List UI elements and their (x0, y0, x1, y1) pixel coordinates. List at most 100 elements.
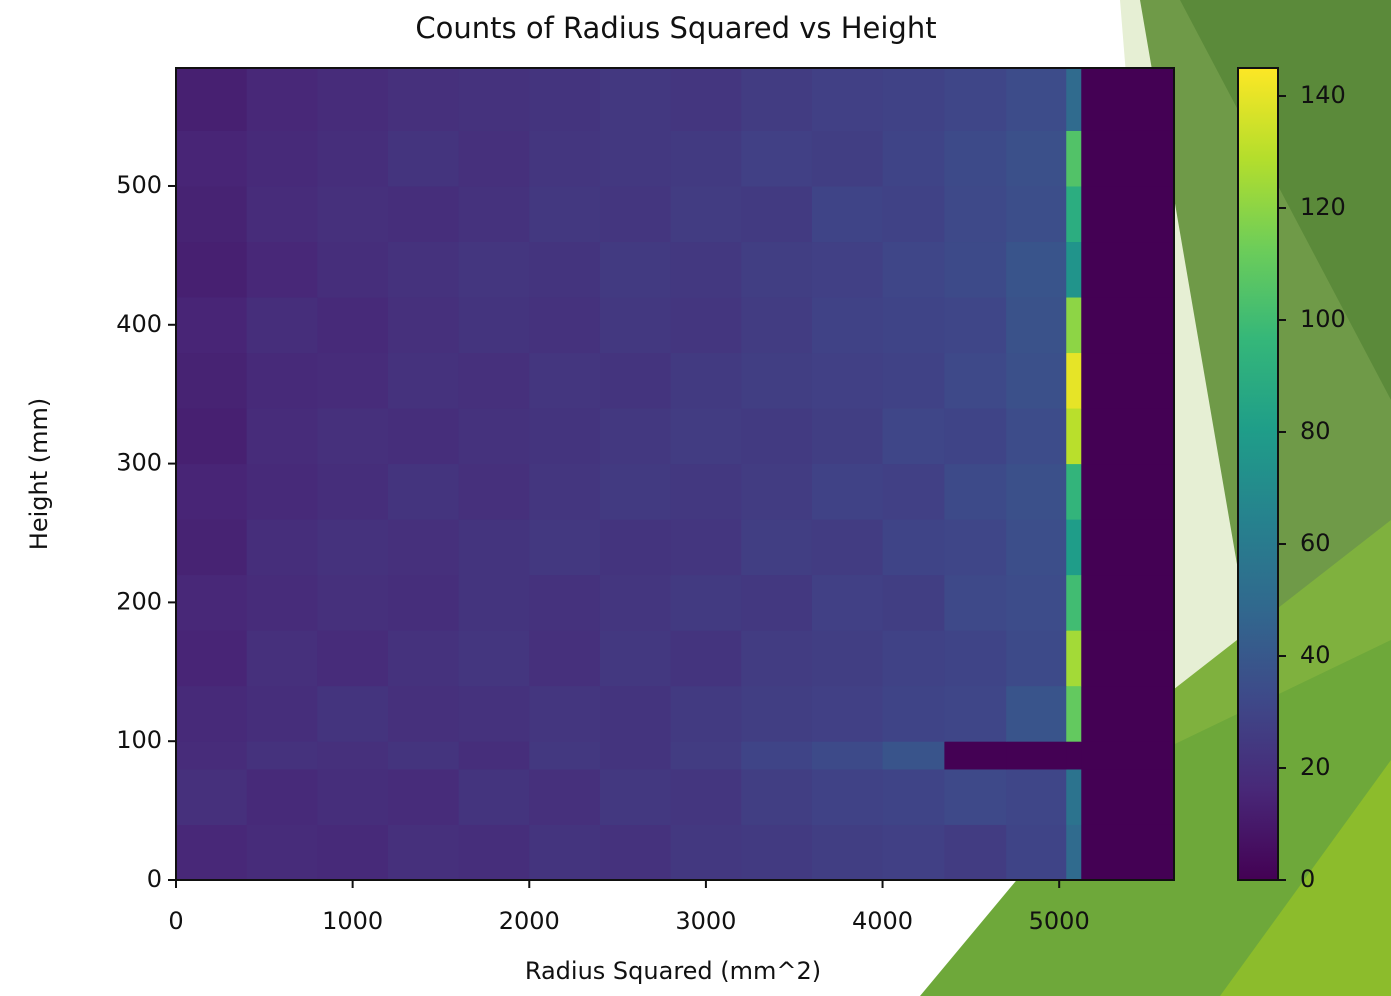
cell (317, 130, 389, 187)
cell (246, 241, 318, 298)
cell (458, 185, 530, 243)
cell (458, 352, 530, 409)
x-tick-label: 2000 (499, 907, 560, 935)
cell (741, 685, 813, 742)
cell (1006, 741, 1067, 770)
cell (176, 352, 248, 409)
cell (529, 241, 601, 298)
cell (317, 463, 389, 520)
cell (458, 130, 530, 187)
cell (246, 574, 318, 631)
cell (944, 685, 1007, 742)
cell (317, 352, 389, 409)
x-tick-label: 3000 (675, 907, 736, 935)
colorbar-tick-label: 100 (1300, 305, 1346, 333)
y-tick-label: 500 (116, 171, 162, 199)
cell (387, 574, 460, 631)
cell (246, 824, 318, 881)
cell (599, 241, 672, 298)
y-tick-label: 300 (116, 449, 162, 477)
colorbar-tick-label: 0 (1300, 865, 1315, 893)
cell (944, 463, 1007, 520)
colorbar-tick-label: 20 (1300, 753, 1331, 781)
cell (599, 463, 672, 520)
cell (246, 685, 318, 742)
colorbar-tick-label: 60 (1300, 529, 1331, 557)
cell (670, 408, 742, 465)
cell (599, 408, 672, 465)
cell (529, 630, 601, 687)
cell (1081, 463, 1175, 520)
cell (599, 768, 672, 825)
cell (176, 241, 248, 298)
cell (882, 185, 945, 243)
cell (882, 68, 945, 131)
cell (387, 185, 460, 243)
cell (599, 68, 672, 131)
cell (317, 574, 389, 631)
cell (529, 768, 601, 825)
cell (741, 297, 813, 354)
cell (1066, 68, 1082, 131)
cell (882, 297, 945, 354)
y-axis-label: Height (mm) (25, 398, 53, 550)
cell (1006, 824, 1067, 881)
cell (811, 297, 884, 354)
cell (317, 519, 389, 576)
cell (811, 630, 884, 687)
cell (944, 768, 1007, 825)
cell (176, 297, 248, 354)
cell (246, 297, 318, 354)
cell (1066, 463, 1082, 520)
cell (1006, 185, 1067, 243)
cell (1006, 297, 1067, 354)
colorbar-tick-label: 140 (1300, 81, 1346, 109)
cell (1066, 408, 1082, 465)
cell (599, 574, 672, 631)
colorbar-tick-label: 40 (1300, 641, 1331, 669)
cell (1081, 297, 1175, 354)
cell (1081, 185, 1175, 243)
cell (1081, 630, 1175, 687)
cell (1006, 130, 1067, 187)
heatmap (176, 68, 1175, 881)
cell (670, 463, 742, 520)
cell (944, 352, 1007, 409)
cell (1006, 768, 1067, 825)
cell (741, 130, 813, 187)
cell (741, 574, 813, 631)
cell (811, 130, 884, 187)
cell (529, 574, 601, 631)
cell (1066, 574, 1082, 631)
cell (599, 352, 672, 409)
cell (387, 463, 460, 520)
cell (387, 741, 460, 770)
cell (1006, 352, 1067, 409)
colorbar-tick-label: 120 (1300, 193, 1346, 221)
cell (529, 130, 601, 187)
cell (599, 130, 672, 187)
cell (387, 768, 460, 825)
x-tick-label: 5000 (1029, 907, 1090, 935)
cell (458, 768, 530, 825)
cell (1006, 630, 1067, 687)
cell (458, 741, 530, 770)
cell (529, 68, 601, 131)
cell (1006, 519, 1067, 576)
cell (529, 519, 601, 576)
cell (670, 519, 742, 576)
cell (811, 408, 884, 465)
cell (1066, 297, 1082, 354)
cell (1066, 519, 1082, 576)
cell (670, 741, 742, 770)
cell (387, 352, 460, 409)
cell (176, 768, 248, 825)
cell (670, 685, 742, 742)
cell (1081, 130, 1175, 187)
cell (670, 130, 742, 187)
cell (458, 685, 530, 742)
cell (246, 630, 318, 687)
cell (599, 630, 672, 687)
x-tick-label: 0 (168, 907, 183, 935)
